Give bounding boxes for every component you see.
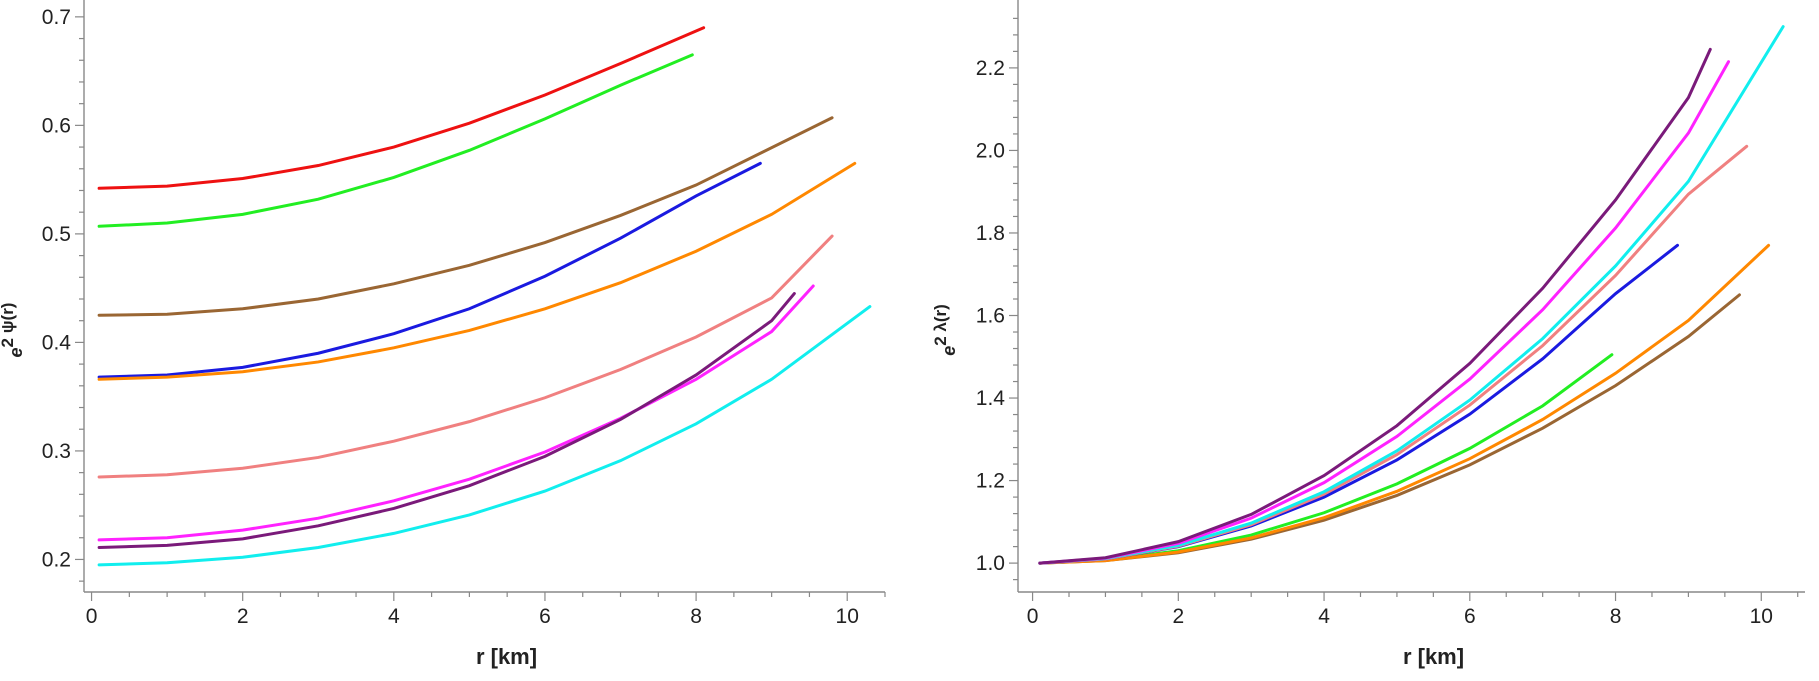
- series-line-5: [97, 161, 857, 381]
- chart-panel-1: 0 2 4 6 8 10 0.2 0.3 0.4 0.5 0.6 0.7 r [km] e2 ψ(r): [0, 0, 886, 669]
- x-tick-label: 6: [1464, 605, 1476, 628]
- y-tick-label: 0.2: [42, 548, 71, 571]
- series-line-6: [97, 234, 834, 479]
- series-line-2: [97, 53, 694, 228]
- chart-panel-2: 0 2 4 6 8 10 1.0 1.2 1.4 1.6 1.8 2.0 2.2 r [km] e2 λ(r…: [931, 0, 1805, 669]
- series-line-6: [1038, 25, 1785, 565]
- y-tick-label: 1.0: [976, 552, 1005, 575]
- y-tick-label: 0.4: [42, 331, 72, 354]
- y-tick-label: 0.6: [42, 114, 71, 137]
- y-tick-label: 1.6: [976, 305, 1005, 328]
- y-tick-label: 2.0: [976, 139, 1005, 162]
- y-tick-label: 1.2: [976, 470, 1005, 493]
- x-tick-label: 10: [836, 605, 859, 628]
- series-line-4: [97, 161, 762, 379]
- y-tick-label: 0.3: [42, 440, 71, 463]
- y-axis-title: e2 ψ(r): [0, 303, 26, 358]
- series-line-8: [1038, 47, 1712, 565]
- series-line-1: [1038, 353, 1614, 565]
- y-tick-label: 0.5: [42, 223, 71, 246]
- y-tick-label: 0.7: [42, 6, 71, 29]
- series-line-8: [97, 292, 796, 550]
- series-line-3: [1038, 243, 1771, 565]
- x-tick-label: 4: [1318, 605, 1330, 628]
- x-tick-label: 8: [1610, 605, 1622, 628]
- x-tick-label: 2: [1172, 605, 1184, 628]
- x-tick-label: 10: [1750, 605, 1773, 628]
- x-tick-label: 6: [539, 605, 551, 628]
- x-tick-label: 2: [237, 605, 249, 628]
- x-tick-label: 0: [1027, 605, 1039, 628]
- series-line-3: [97, 116, 834, 317]
- y-tick-label: 1.4: [976, 387, 1006, 410]
- x-tick-label: 0: [86, 605, 98, 628]
- x-axis-title: r [km]: [476, 644, 537, 669]
- y-axis-title: e2 λ(r): [931, 304, 959, 356]
- x-axis-title: r [km]: [1403, 644, 1464, 669]
- series-line-7: [97, 284, 815, 542]
- x-tick-label: 8: [690, 605, 702, 628]
- series-line-1: [97, 26, 706, 190]
- x-tick-label: 4: [388, 605, 400, 628]
- y-tick-label: 2.2: [976, 57, 1005, 80]
- y-tick-label: 1.8: [976, 222, 1005, 245]
- series-line-9: [97, 305, 872, 567]
